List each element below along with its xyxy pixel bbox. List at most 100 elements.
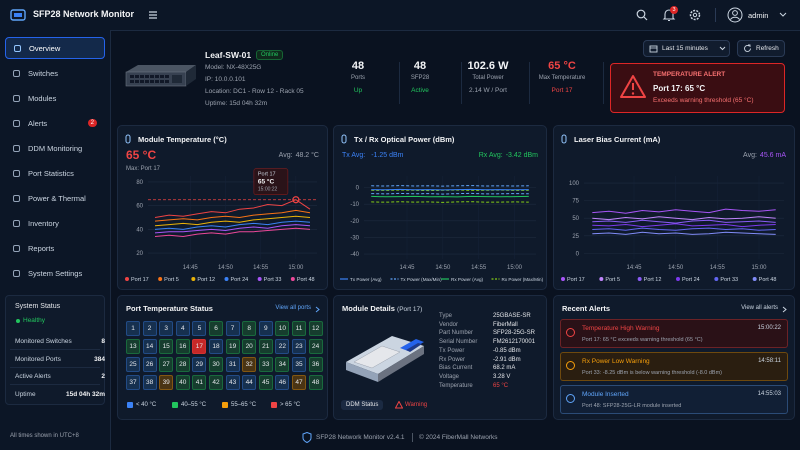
port-cell[interactable]: 9	[258, 321, 273, 336]
view-all-ports[interactable]: View all ports	[275, 305, 311, 311]
stat-value: 48	[351, 60, 365, 72]
port-cell[interactable]: 7	[225, 321, 240, 336]
port-cell[interactable]: 48	[308, 375, 323, 390]
nav-label: Overview	[29, 43, 61, 53]
port-cell[interactable]: 14	[142, 339, 157, 354]
legend-label: Rx Power (Max/Min)	[502, 277, 544, 282]
legend-label: Rx Power (Avg)	[451, 277, 484, 282]
range-select[interactable]: Last 15 minutes	[643, 40, 730, 57]
port-cell[interactable]: 2	[142, 321, 157, 336]
nav-item[interactable]: Alerts 2	[5, 112, 105, 134]
port-cell[interactable]: 28	[175, 357, 190, 372]
alert-detail: Port 33: -8.25 dBm is below warning thre…	[582, 370, 723, 376]
tooltip-value: 65 °C	[258, 178, 275, 186]
port-cell[interactable]: 3	[159, 321, 174, 336]
alert-time: 14:55:03	[757, 391, 781, 397]
port-cell[interactable]: 24	[308, 339, 323, 354]
nav-item[interactable]: Inventory	[5, 213, 105, 235]
search-button[interactable]	[636, 9, 648, 21]
port-cell[interactable]: 44	[242, 375, 257, 390]
port-cell[interactable]: 39	[159, 375, 174, 390]
settings-button[interactable]	[689, 9, 701, 21]
legend-label: > 65 °C	[280, 402, 301, 408]
port-cell[interactable]: 25	[126, 357, 140, 372]
port-cell[interactable]: 40	[175, 375, 190, 390]
nav-item[interactable]: Modules	[5, 87, 105, 109]
stat-value: 65 °C	[548, 60, 576, 72]
nav-item[interactable]: Reports	[5, 238, 105, 260]
port-cell[interactable]: 34	[275, 357, 290, 372]
user-name[interactable]: admin	[748, 11, 769, 20]
user-menu-chevron[interactable]	[779, 12, 787, 18]
port-cell[interactable]: 5	[192, 321, 207, 336]
nav-item[interactable]: Port Statistics	[5, 163, 105, 185]
module-key: Bias Current	[439, 365, 473, 372]
summary-value: -3.42 dBm	[506, 152, 538, 159]
series-line	[592, 208, 776, 214]
port-cell[interactable]: 37	[126, 375, 140, 390]
nav-item[interactable]: Power & Thermal	[5, 188, 105, 210]
nav-item[interactable]: System Settings	[5, 263, 105, 285]
refresh-button[interactable]: Refresh	[737, 40, 785, 57]
port-cell[interactable]: 29	[192, 357, 207, 372]
port-cell[interactable]: 33	[258, 357, 273, 372]
port-cell[interactable]: 35	[292, 357, 306, 372]
port-cell[interactable]: 38	[142, 375, 157, 390]
port-cell[interactable]: 17	[192, 339, 207, 354]
tooltip-time: 15:00:22	[258, 187, 278, 193]
port-cell[interactable]: 32	[242, 357, 257, 372]
port-cell[interactable]: 36	[308, 357, 323, 372]
nav-icon	[13, 270, 20, 278]
status-rows: Monitored Switches 8 Monitored Ports 384 Act…	[5, 330, 105, 405]
port-cell[interactable]: 13	[126, 339, 140, 354]
port-cell[interactable]: 46	[275, 375, 290, 390]
port-cell[interactable]: 16	[175, 339, 190, 354]
alert-item[interactable]: Rx Power Low Warning 14:58:11 Port 33: -8.…	[560, 352, 788, 381]
menu-button[interactable]	[148, 10, 158, 20]
nav-item[interactable]: Overview	[5, 37, 105, 59]
port-cell[interactable]: 23	[292, 339, 306, 354]
alert-icon	[620, 75, 646, 98]
x-tick-label: 14:55	[253, 265, 269, 271]
port-cell[interactable]: 12	[308, 321, 323, 336]
port-cell[interactable]: 11	[292, 321, 306, 336]
port-cell[interactable]: 31	[225, 357, 240, 372]
series-line	[154, 227, 311, 238]
system-state: Healthy	[23, 317, 46, 324]
summary-value: 45.6 mA	[760, 152, 786, 159]
port-cell[interactable]: 42	[209, 375, 223, 390]
alert-item[interactable]: Temperature High Warning 15:00:22 Port 17:…	[560, 319, 788, 348]
module-value: -0.85 dBm	[493, 347, 521, 354]
system-status	[5, 295, 105, 405]
view-all-alerts[interactable]: View all alerts	[741, 305, 778, 311]
port-cell[interactable]: 15	[159, 339, 174, 354]
device-detail: IP: 10.0.0.101	[205, 76, 246, 83]
port-cell[interactable]: 19	[225, 339, 240, 354]
port-cell[interactable]: 30	[209, 357, 223, 372]
nav-item[interactable]: DDM Monitoring	[5, 137, 105, 159]
port-cell[interactable]: 22	[275, 339, 290, 354]
alert-item[interactable]: Module Inserted 14:55:03 Port 48: SFP28-25…	[560, 385, 788, 414]
port-cell[interactable]: 47	[292, 375, 306, 390]
port-cell[interactable]: 10	[275, 321, 290, 336]
nav-item[interactable]: Switches	[5, 62, 105, 84]
port-cell[interactable]: 8	[242, 321, 257, 336]
port-cell[interactable]: 41	[192, 375, 207, 390]
port-cell[interactable]: 45	[258, 375, 273, 390]
port-cell[interactable]: 4	[175, 321, 190, 336]
port-cell[interactable]: 21	[258, 339, 273, 354]
port-cell[interactable]: 43	[225, 375, 240, 390]
stat-label: SFP28	[410, 75, 430, 81]
avatar[interactable]	[727, 7, 743, 23]
nav-label: Power & Thermal	[28, 194, 86, 204]
nav-icon	[13, 144, 20, 152]
port-cell[interactable]: 6	[209, 321, 223, 336]
summary-value: -1.25 dBm	[371, 152, 403, 159]
port-cell[interactable]: 1	[126, 321, 140, 336]
port-cell[interactable]: 27	[159, 357, 174, 372]
port-cell[interactable]: 26	[142, 357, 157, 372]
calendar-icon	[649, 45, 658, 53]
port-cell[interactable]: 20	[242, 339, 257, 354]
port-cell[interactable]: 18	[209, 339, 223, 354]
temperature-panel: Module Temperature (°C) 65 °C Max: Port 17…	[117, 125, 328, 290]
